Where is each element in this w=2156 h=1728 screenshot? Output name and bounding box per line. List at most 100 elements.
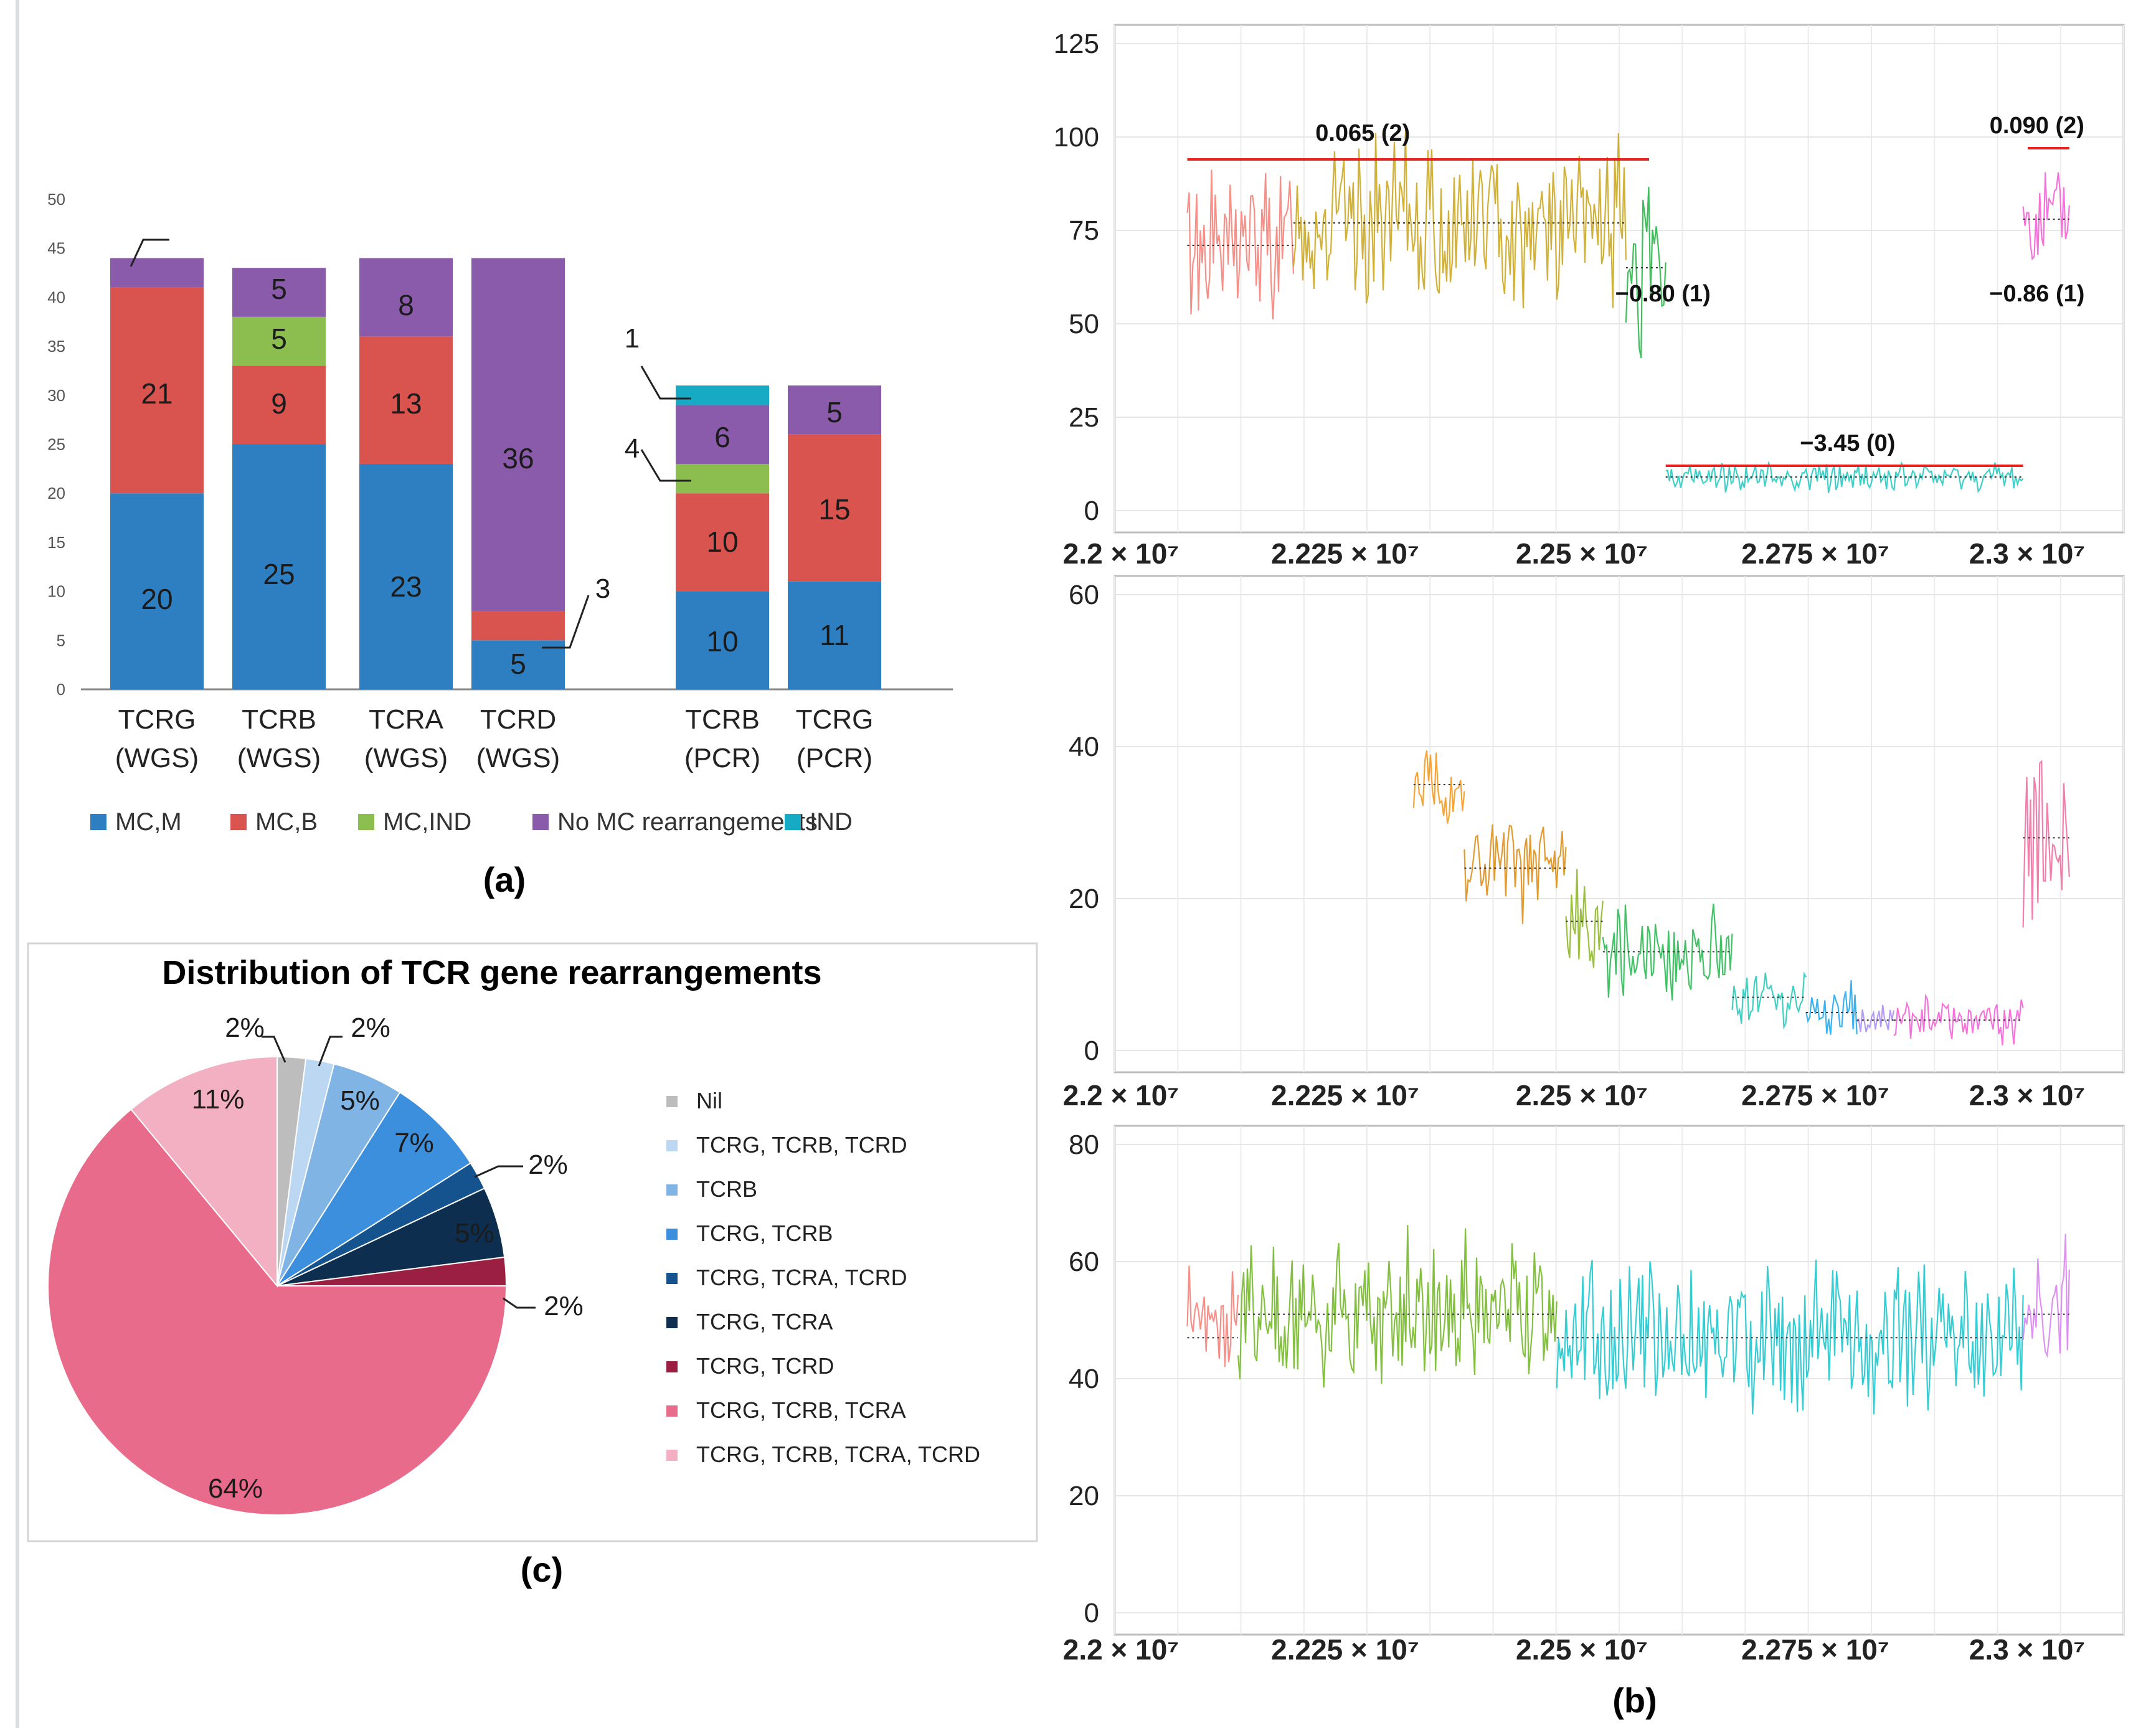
signal-segment: [1856, 1004, 1895, 1032]
legend-label: No MC rearrangements: [557, 808, 818, 836]
y-tick-label: 0: [1084, 1036, 1099, 1066]
bar-segment: [232, 444, 326, 689]
bar-segment: [232, 268, 326, 317]
y-tick-label: 30: [47, 386, 65, 405]
signal-segment: [1805, 980, 1858, 1035]
category-label: (WGS): [237, 743, 321, 773]
y-tick-label: 60: [1069, 1247, 1099, 1277]
y-tick-label: 50: [47, 190, 65, 209]
y-tick-label: 125: [1054, 29, 1099, 59]
segment-label: 36: [502, 442, 534, 474]
legend-swatch: [785, 814, 801, 830]
x-tick-label: 2.2 × 10⁷: [1063, 1079, 1180, 1112]
category-label: TCRB: [242, 704, 316, 735]
legend-label: TCRG, TCRD: [696, 1353, 834, 1379]
category-label: (PCR): [797, 743, 872, 773]
segment-annotation: −0.86 (1): [1989, 281, 2084, 307]
category-label: TCRG: [796, 704, 874, 735]
signal-segment: [2022, 172, 2070, 261]
segment-label: 21: [141, 377, 173, 410]
x-tick-label: 2.275 × 10⁷: [1741, 1079, 1889, 1112]
segment-label: 9: [271, 387, 287, 420]
bar-segment: [359, 258, 453, 337]
slice-label: 2%: [544, 1291, 584, 1321]
legend-swatch: [666, 1140, 678, 1151]
legend-swatch: [358, 814, 374, 830]
bar-segment: [471, 258, 565, 611]
signal-segment: [1412, 750, 1465, 824]
y-tick-label: 80: [1069, 1130, 1099, 1160]
callout-label: 1: [625, 323, 640, 354]
x-tick-label: 2.225 × 10⁷: [1271, 537, 1419, 570]
segment-label: 23: [390, 570, 422, 603]
segment-label: 15: [818, 493, 850, 526]
y-tick-label: 45: [47, 239, 65, 258]
segment-label: 5: [271, 273, 287, 305]
segment-annotation: −3.45 (0): [1800, 430, 1895, 456]
category-label: (WGS): [476, 743, 560, 773]
x-tick-label: 2.3 × 10⁷: [1969, 1633, 2086, 1666]
y-tick-label: 20: [1069, 884, 1099, 914]
signal-segment: [1463, 824, 1567, 924]
y-tick-label: 50: [1069, 309, 1099, 339]
legend-label: TCRG, TCRA: [696, 1309, 833, 1334]
x-tick-label: 2.225 × 10⁷: [1271, 1633, 1419, 1666]
legend-swatch: [90, 814, 106, 830]
signal-segment: [1602, 904, 1733, 1001]
legend-swatch: [532, 814, 549, 830]
slice-label: 2%: [225, 1013, 265, 1043]
legend-swatch: [666, 1450, 678, 1461]
bar-segment: [110, 258, 204, 288]
legend-swatch: [230, 814, 247, 830]
bar-segment: [676, 385, 769, 405]
y-tick-label: 0: [1084, 496, 1099, 526]
segment-label: 10: [706, 625, 738, 658]
signal-segment: [1565, 869, 1604, 968]
signal-segment: [1625, 187, 1667, 359]
legend-label: MC,IND: [383, 808, 471, 836]
legend-label: TCRG, TCRB, TCRA, TCRD: [696, 1442, 980, 1467]
y-tick-label: 60: [1069, 580, 1099, 610]
category-label: (WGS): [115, 743, 199, 773]
legend-label: Nil: [696, 1088, 722, 1113]
signal-segment: [2022, 760, 2070, 928]
pie-chart: 2% 2% 5% 7% 2% 5% 2% 64% 11% Nil TCRG, TCRB, TCRD T…: [47, 1013, 980, 1516]
callout-line: [542, 595, 590, 649]
slice-leader-line: [318, 1036, 343, 1067]
slice-leader-line: [474, 1165, 523, 1178]
panel-label-a: (a): [483, 860, 526, 899]
signal-segment: [1893, 993, 2024, 1046]
signal-segment: [1237, 1225, 1558, 1388]
category-label: (WGS): [364, 743, 448, 773]
y-tick-label: 25: [1069, 402, 1099, 433]
panel-label-c: (c): [521, 1550, 563, 1589]
legend-swatch: [666, 1184, 678, 1196]
slice-leader-line: [503, 1297, 536, 1309]
legend-label: TCRG, TCRB, TCRD: [696, 1132, 907, 1158]
segment-annotation: 0.065 (2): [1315, 120, 1410, 146]
callout-label: 3: [595, 574, 610, 604]
bar-segment: [676, 405, 769, 464]
legend-label: IND: [810, 808, 853, 836]
bar-segment: [676, 493, 769, 592]
x-tick-label: 2.2 × 10⁷: [1063, 537, 1180, 570]
x-tick-label: 2.25 × 10⁷: [1516, 537, 1648, 570]
legend-label: MC,M: [115, 808, 182, 836]
y-tick-label: 40: [1069, 1364, 1099, 1394]
segment-label: 8: [398, 289, 414, 321]
segment-label: 5: [510, 648, 526, 680]
callout-line: [640, 449, 691, 482]
y-tick-label: 35: [47, 337, 65, 356]
x-tick-label: 2.3 × 10⁷: [1969, 537, 2086, 570]
y-tick-label: 25: [47, 435, 65, 454]
bar-segment: [110, 493, 204, 689]
panel-label-b: (b): [1612, 1681, 1657, 1720]
slice-leader-line: [262, 1036, 286, 1063]
y-tick-label: 40: [1069, 732, 1099, 762]
slice-label: 5%: [340, 1085, 380, 1116]
segment-annotation: 0.090 (2): [1990, 113, 2084, 139]
segment-label: 13: [390, 387, 422, 420]
y-tick-label: 20: [47, 484, 65, 503]
x-tick-label: 2.275 × 10⁷: [1741, 537, 1889, 570]
y-tick-label: 20: [1069, 1481, 1099, 1511]
